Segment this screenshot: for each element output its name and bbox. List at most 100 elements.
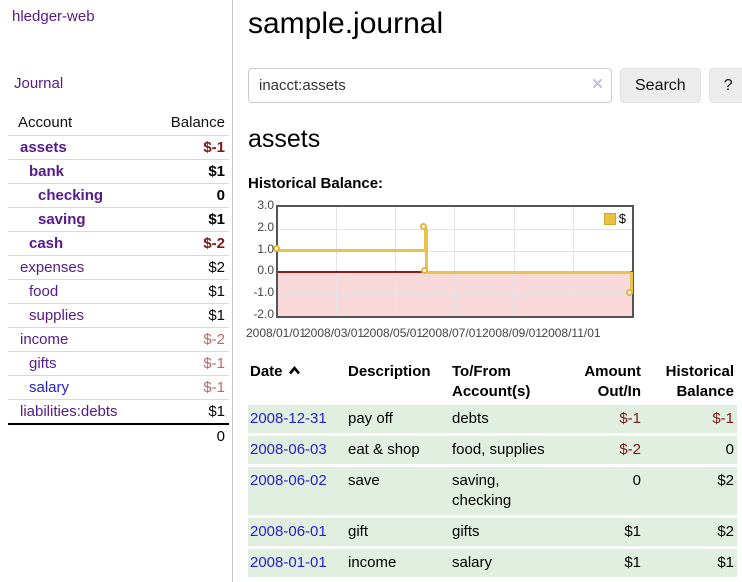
accounts-table: Account Balance assets $-1 bank $1 checking 0… [8, 111, 229, 448]
transaction-description: pay off [348, 410, 393, 427]
sidebar-account-gifts[interactable]: gifts [29, 355, 57, 372]
accounts-header-balance: Balance [118, 111, 229, 136]
x-axis-tick-label: 2008/11/01 [541, 326, 601, 340]
transaction-accounts: debts [452, 410, 489, 427]
transaction-balance: 0 [725, 441, 734, 458]
y-axis-tick-label: 0.0 [257, 263, 274, 278]
search-button[interactable]: Search [620, 68, 701, 103]
sidebar-account-liabilities-debts[interactable]: liabilities:debts [20, 403, 118, 420]
account-balance: 0 [118, 183, 229, 208]
series-swatch-icon [603, 212, 616, 225]
transaction-date-link[interactable]: 2008-06-02 [250, 472, 327, 489]
sidebar-account-income[interactable]: income [20, 331, 69, 348]
vertical-gridline [395, 207, 397, 316]
historical-balance-chart: $ 3.0 2.0 1.0 0.0 -1.0 -2.0 2008/01/01 2008/03/… [246, 198, 742, 345]
transaction-accounts: salary [452, 554, 493, 571]
account-balance: $1 [118, 207, 229, 232]
transaction-date-link[interactable]: 2008-01-01 [250, 554, 327, 571]
transaction-accounts: food, supplies [452, 441, 545, 458]
y-axis-tick-label: 1.0 [257, 241, 274, 256]
vertical-gridline [454, 207, 456, 316]
register-header-date[interactable]: Date [248, 362, 346, 402]
account-balance: $-1 [118, 351, 229, 376]
transaction-amount: $1 [624, 554, 641, 571]
transaction-amount: $-1 [619, 410, 641, 427]
transaction-balance: $2 [717, 523, 734, 540]
account-balance: $-1 [118, 135, 229, 160]
data-point-marker [625, 288, 633, 296]
series-line-segment [425, 228, 429, 273]
series-line-segment [629, 272, 633, 295]
account-row: income $-2 [8, 327, 229, 352]
sidebar: hledger-web Journal Account Balance asse… [0, 0, 233, 582]
register-table: Date Description To/From Account(s) Amou… [248, 359, 737, 580]
sidebar-account-assets[interactable]: assets [20, 139, 67, 156]
account-row: saving $1 [8, 207, 229, 232]
account-row: liabilities:debts $1 [8, 400, 229, 425]
vertical-gridline [573, 207, 574, 316]
transaction-description: eat & shop [348, 441, 420, 458]
transaction-row: 2008-12-31 pay off debts $-1 $-1 [248, 405, 737, 433]
help-button[interactable]: ? [708, 68, 742, 103]
chart-plot-area: $ [272, 205, 634, 318]
x-axis-tick-label: 2008/05/01 [363, 326, 424, 340]
y-axis-tick-label: -2.0 [253, 307, 274, 321]
register-header-balance: Historical Balance [644, 362, 737, 402]
chevron-up-icon [288, 363, 301, 380]
account-row: bank $1 [8, 159, 229, 184]
account-balance: $-2 [118, 231, 229, 256]
account-row: assets $-1 [8, 135, 229, 160]
account-row: gifts $-1 [8, 351, 229, 376]
account-row: food $1 [8, 279, 229, 304]
sidebar-account-expenses[interactable]: expenses [20, 259, 85, 276]
account-row: salary $-1 [8, 375, 229, 400]
sidebar-account-food[interactable]: food [29, 283, 59, 300]
sidebar-item-journal[interactable]: Journal [14, 75, 64, 92]
transaction-description: save [348, 472, 380, 489]
accounts-total-row: 0 [8, 423, 229, 448]
account-row: cash $-2 [8, 231, 229, 256]
register-header-amount: Amount Out/In [558, 362, 644, 402]
account-balance: $2 [118, 255, 229, 280]
register-header-description: Description [346, 362, 450, 402]
sidebar-account-supplies[interactable]: supplies [29, 307, 85, 324]
transaction-date-link[interactable]: 2008-06-01 [250, 523, 327, 540]
app-title-link[interactable]: hledger-web [12, 8, 95, 25]
transaction-accounts: saving, checking [452, 472, 512, 509]
transaction-row: 2008-06-03 eat & shop food, supplies $-2 0 [248, 436, 737, 464]
main-content: sample.journal × Search ? assets Histori… [233, 0, 742, 582]
search-input[interactable] [248, 68, 612, 103]
sidebar-account-saving[interactable]: saving [38, 211, 86, 228]
account-row: supplies $1 [8, 303, 229, 328]
sidebar-account-cash[interactable]: cash [29, 235, 64, 252]
search-form: × Search ? [248, 68, 742, 103]
y-axis-tick-label: -1.0 [253, 285, 274, 300]
transaction-balance: $-1 [712, 410, 734, 427]
y-axis-tick-label: 3.0 [257, 198, 274, 212]
transaction-row: 2008-06-01 gift gifts $1 $2 [248, 518, 737, 546]
account-balance: $-2 [118, 327, 229, 352]
series-line-segment [426, 270, 632, 274]
data-point-marker [421, 266, 429, 274]
transaction-balance: $2 [717, 472, 734, 489]
account-row: expenses $2 [8, 255, 229, 280]
transaction-description: income [348, 554, 397, 571]
transaction-date-link[interactable]: 2008-12-31 [250, 410, 327, 427]
accounts-header-account: Account [8, 111, 119, 136]
account-balance: $1 [208, 403, 225, 420]
data-point-marker [272, 245, 280, 253]
x-axis-tick-label: 2008/09/01 [481, 326, 543, 340]
transaction-accounts: gifts [452, 523, 480, 540]
clear-search-icon[interactable]: × [591, 74, 603, 95]
transaction-row: 2008-01-01 income salary $1 $1 [248, 549, 737, 577]
sidebar-account-salary[interactable]: salary [29, 379, 70, 396]
account-row: checking 0 [8, 183, 229, 208]
transaction-row: 2008-06-02 save saving, checking 0 $2 [248, 467, 737, 515]
sidebar-account-checking[interactable]: checking [38, 187, 104, 204]
y-axis-tick-label: 2.0 [257, 219, 274, 234]
account-balance: $1 [118, 303, 229, 328]
sidebar-account-bank[interactable]: bank [29, 163, 65, 180]
transaction-description: gift [348, 523, 369, 540]
transaction-date-link[interactable]: 2008-06-03 [250, 441, 327, 458]
